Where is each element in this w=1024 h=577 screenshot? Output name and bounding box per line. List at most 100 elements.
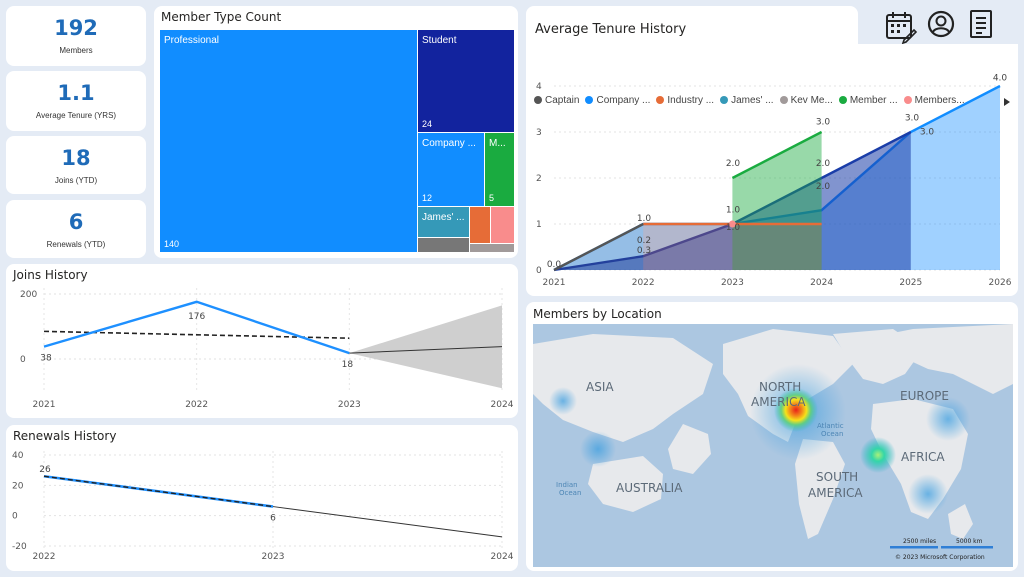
kpi-members[interactable]: 192 Members bbox=[6, 6, 146, 66]
x-tick-label: 2024 bbox=[810, 278, 833, 288]
y-tick-label: 4 bbox=[536, 82, 542, 92]
data-label: 6 bbox=[270, 514, 276, 524]
data-label: 1.0 bbox=[726, 223, 741, 233]
continent-label: AUSTRALIA bbox=[616, 481, 683, 495]
continent-label: EUROPE bbox=[900, 389, 949, 403]
tenure-plot: 0 1 2 3 4 2021 2022 2023 2024 2025 2026 0.0 1.0 0.20.… bbox=[536, 74, 1012, 288]
x-tick-label: 2026 bbox=[989, 278, 1012, 288]
legend-dot bbox=[656, 96, 665, 104]
data-label: 2.0 bbox=[816, 159, 831, 169]
x-tick-label: 2021 bbox=[33, 400, 56, 410]
tile-label: Student bbox=[422, 35, 457, 46]
legend-item[interactable]: Members... bbox=[903, 95, 965, 106]
y-tick-label: -20 bbox=[12, 542, 27, 552]
continent-label: NORTH bbox=[759, 380, 801, 394]
x-tick-label: 2022 bbox=[185, 400, 208, 410]
y-tick-label: 3 bbox=[536, 128, 542, 138]
legend-dot bbox=[838, 96, 847, 104]
kpi-value: 6 bbox=[68, 210, 84, 234]
joins-history-card[interactable]: Joins History 0 200 2021 2022 2023 2024 38 176 1… bbox=[6, 264, 518, 418]
scale-miles: 2500 miles bbox=[903, 538, 936, 545]
calendar-icon[interactable] bbox=[885, 10, 917, 44]
legend-dot bbox=[779, 96, 788, 104]
y-tick-label: 20 bbox=[12, 481, 24, 491]
legend-item[interactable]: James' ... bbox=[720, 95, 774, 106]
data-label: 3.0 bbox=[920, 128, 935, 138]
x-tick-label: 2022 bbox=[33, 552, 56, 562]
data-label: 0.3 bbox=[637, 246, 651, 256]
density-halo bbox=[580, 431, 616, 467]
tile-count: 140 bbox=[164, 239, 180, 249]
data-label: 3.0 bbox=[816, 117, 831, 127]
y-tick-label: 200 bbox=[20, 290, 37, 300]
series-line bbox=[731, 130, 823, 180]
heat-spot-north-america[interactable] bbox=[774, 388, 818, 432]
tile-label: Company ... bbox=[422, 138, 476, 149]
kpi-average-tenure[interactable]: 1.1 Average Tenure (YRS) bbox=[6, 71, 146, 131]
treemap-tile-james[interactable]: James' ... bbox=[418, 207, 469, 237]
tile-label: Professional bbox=[164, 35, 220, 46]
chart-title: Member Type Count bbox=[161, 10, 282, 24]
treemap-tile-members[interactable] bbox=[491, 207, 514, 243]
data-label: 1.0 bbox=[637, 214, 652, 224]
legend-item[interactable]: Captain bbox=[534, 95, 579, 106]
density-halo bbox=[908, 474, 948, 514]
legend-item[interactable]: Member ... bbox=[838, 95, 898, 106]
tile-label: James' ... bbox=[422, 212, 465, 223]
members-by-location-card[interactable]: Members by Location bbox=[526, 302, 1018, 571]
kpi-renewals-ytd[interactable]: 6 Renewals (YTD) bbox=[6, 200, 146, 258]
legend-label: James' ... bbox=[731, 95, 774, 106]
treemap-tile-other[interactable] bbox=[418, 238, 469, 252]
document-list-icon[interactable] bbox=[968, 9, 994, 39]
tile-count: 12 bbox=[422, 193, 433, 203]
legend-item[interactable]: Kev Me... bbox=[779, 95, 833, 106]
treemap-tile-member[interactable]: M... 5 bbox=[485, 133, 514, 206]
kpi-value: 192 bbox=[54, 16, 98, 40]
treemap-tile-student[interactable]: Student 24 bbox=[418, 30, 514, 132]
chart-title: Members by Location bbox=[533, 307, 662, 321]
treemap-tile-kev[interactable] bbox=[470, 244, 514, 252]
series-point bbox=[728, 220, 736, 228]
ocean-label: Indian bbox=[556, 481, 578, 489]
chart-title: Joins History bbox=[13, 268, 88, 282]
treemap-tile-company[interactable]: Company ... 12 bbox=[418, 133, 484, 206]
kpi-joins-ytd[interactable]: 18 Joins (YTD) bbox=[6, 136, 146, 194]
treemap-tile-professional[interactable]: Professional 140 bbox=[160, 30, 417, 252]
kpi-value: 1.1 bbox=[57, 81, 95, 105]
tenure-chart-card[interactable]: Captain Company ... Industry ... James' ...… bbox=[526, 44, 1018, 296]
x-tick-label: 2022 bbox=[632, 278, 655, 288]
x-tick-label: 2023 bbox=[338, 400, 361, 410]
y-tick-label: 0 bbox=[536, 266, 542, 276]
y-tick-label: 2 bbox=[536, 174, 542, 184]
y-tick-label: 0 bbox=[12, 512, 18, 522]
x-tick-label: 2024 bbox=[491, 400, 514, 410]
legend-item[interactable]: Industry ... bbox=[656, 95, 714, 106]
data-label: 0.0 bbox=[547, 260, 562, 270]
treemap-tile-industry[interactable] bbox=[470, 207, 490, 243]
forecast-line bbox=[349, 346, 503, 354]
x-tick-label: 2025 bbox=[899, 278, 922, 288]
user-circle-icon[interactable] bbox=[926, 9, 956, 39]
legend-dot bbox=[534, 96, 542, 104]
chart-title: Renewals History bbox=[13, 429, 117, 443]
density-halo bbox=[926, 397, 970, 441]
data-label: 2.0 bbox=[726, 159, 741, 169]
heat-spot-africa[interactable] bbox=[860, 437, 896, 473]
world-map[interactable]: ASIA NORTH AMERICA EUROPE AFRICA SOUTH A… bbox=[533, 324, 1013, 567]
legend-dot bbox=[585, 96, 594, 104]
continent-label: ASIA bbox=[586, 380, 614, 394]
data-label: 1.0 bbox=[726, 206, 741, 216]
y-tick-label: 1 bbox=[536, 220, 542, 230]
member-type-treemap-card[interactable]: Member Type Count Professional 140 Stude… bbox=[154, 6, 518, 258]
legend-label: Member ... bbox=[849, 95, 898, 106]
data-label: 3.0 bbox=[905, 114, 920, 124]
data-label: 18 bbox=[342, 360, 354, 370]
legend-next-icon[interactable] bbox=[1003, 97, 1011, 107]
tile-count: 24 bbox=[422, 119, 433, 129]
map-copyright: © 2023 Microsoft Corporation bbox=[895, 554, 985, 561]
legend-item[interactable]: Company ... bbox=[585, 95, 650, 106]
forecast-line bbox=[272, 506, 503, 538]
renewals-history-card[interactable]: Renewals History -20 0 20 40 2022 2023 2024 26 6 bbox=[6, 425, 518, 571]
data-label: 4.0 bbox=[993, 74, 1008, 84]
tile-label: M... bbox=[489, 138, 506, 149]
